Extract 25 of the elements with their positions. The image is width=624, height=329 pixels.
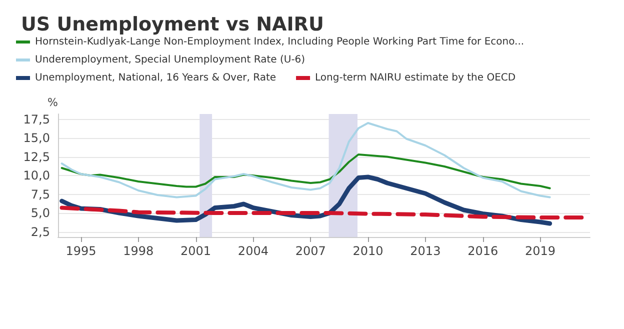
y-tick-label: 17,5 xyxy=(23,112,50,126)
x-tick-label: 2007 xyxy=(295,244,326,258)
x-tick-label: 1998 xyxy=(123,244,154,258)
x-tick-label: 2004 xyxy=(238,244,268,258)
y-tick-label: 5,0 xyxy=(30,206,50,220)
legend-label: Long-term NAIRU estimate by the OECD xyxy=(315,72,516,84)
legend-label: Unemployment, National, 16 Years & Over, Rate xyxy=(35,72,276,84)
x-tick-label: 1995 xyxy=(66,244,96,258)
x-tick-label: 2013 xyxy=(410,244,441,258)
legend-label: Underemployment, Special Unemployment Rate (U-6) xyxy=(35,54,306,66)
x-tick-label: 2010 xyxy=(352,244,384,258)
y-tick-label: 10,0 xyxy=(23,168,50,182)
chart-title: US Unemployment vs NAIRU xyxy=(21,14,324,36)
line-series xyxy=(60,122,551,198)
x-tick-label: 2001 xyxy=(180,244,212,258)
y-tick-label: 15,0 xyxy=(23,131,50,145)
y-tick-label: 2,5 xyxy=(30,224,50,239)
y-tick-label: 12,5 xyxy=(23,150,50,164)
line-series xyxy=(60,154,551,190)
x-tick-label: 2016 xyxy=(468,244,498,258)
x-tick-label: 2019 xyxy=(524,244,556,258)
y-tick-label: 7,5 xyxy=(30,187,50,202)
line-series xyxy=(60,206,586,220)
y-axis-title: % xyxy=(48,96,58,109)
legend-label: Hornstein-Kudlyak-Lange Non-Employment Index, Including People Working Part Time for Econo... xyxy=(35,36,524,48)
